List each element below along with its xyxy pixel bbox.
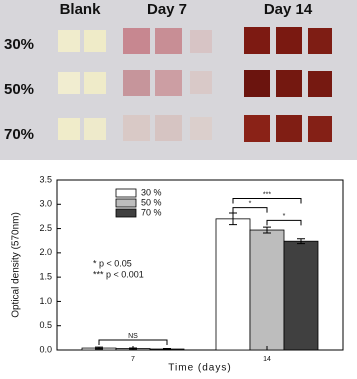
- photo-row-label: 30%: [4, 36, 34, 53]
- error-bar: [229, 212, 237, 226]
- y-tick-label: 1.5: [39, 272, 52, 282]
- error-bar: [95, 346, 103, 350]
- significance-label: NS: [128, 333, 138, 340]
- p-value-note: *** p < 0.001: [93, 269, 144, 279]
- scaffolds: [58, 27, 332, 142]
- y-tick-label: 0.5: [39, 320, 52, 330]
- y-axis-label: Optical density (570nm): [11, 212, 22, 318]
- legend-swatch: [115, 198, 137, 208]
- significance-label: *: [249, 201, 252, 208]
- y-tick-label: 3.0: [39, 199, 52, 209]
- bar: [215, 218, 251, 351]
- significance-bracket: [232, 207, 268, 213]
- error-bar: [263, 226, 271, 234]
- photo-column-label: Day 14: [264, 1, 313, 18]
- photo-row-label: 70%: [4, 126, 34, 143]
- photo-column-label: Blank: [60, 1, 102, 18]
- bar: [283, 240, 319, 351]
- y-tick-label: 0.0: [39, 344, 52, 354]
- significance-bracket: [266, 219, 302, 226]
- legend-label: 30 %: [141, 187, 162, 197]
- significance-label: *: [283, 213, 286, 220]
- legend-label: 50 %: [141, 197, 162, 207]
- error-bar: [163, 348, 171, 351]
- photo-column-label: Day 7: [147, 1, 187, 18]
- y-tick-label: 2.5: [39, 223, 52, 233]
- bar: [249, 229, 285, 351]
- error-bar: [297, 238, 305, 245]
- significance-bracket: [98, 339, 168, 345]
- p-value-note: * p < 0.05: [93, 258, 132, 268]
- y-tick-label: 3.5: [39, 174, 52, 184]
- significance-label: ***: [263, 191, 271, 198]
- y-tick-label: 1.0: [39, 296, 52, 306]
- legend-swatch: [115, 208, 137, 218]
- y-tick-label: 2.0: [39, 247, 52, 257]
- legend-swatch: [115, 188, 137, 198]
- significance-bracket: [232, 197, 302, 204]
- x-axis-label: Time (days): [168, 363, 231, 374]
- plot-frame: [56, 179, 344, 351]
- photo-row-label: 50%: [4, 81, 34, 98]
- x-tick-label: 14: [263, 356, 271, 363]
- x-tick-label: 7: [131, 356, 135, 363]
- legend-label: 70 %: [141, 207, 162, 217]
